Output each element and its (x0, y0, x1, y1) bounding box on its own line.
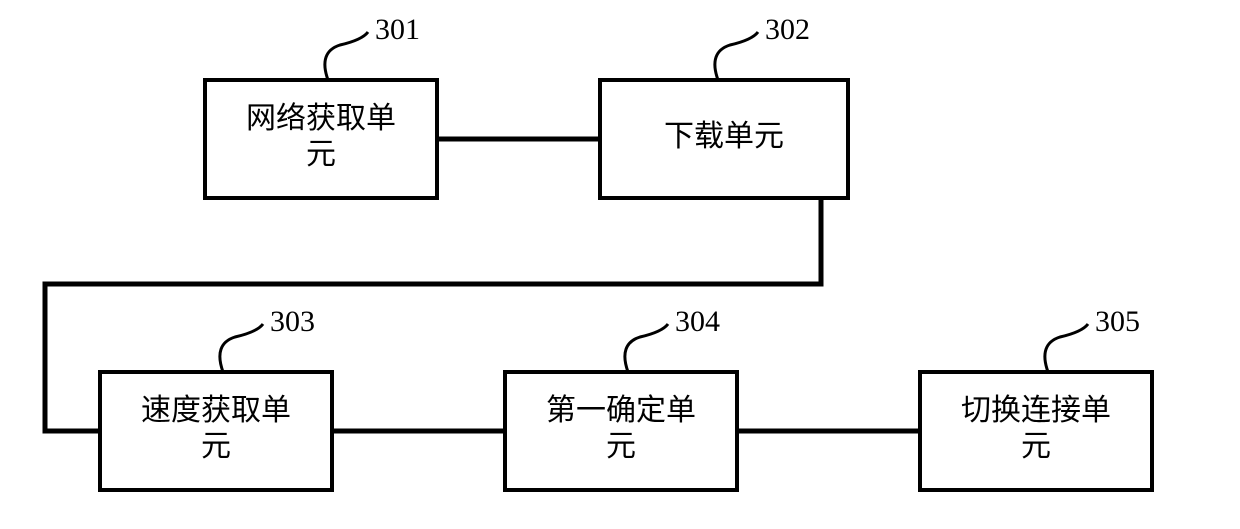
node-text-line: 速度获取单 (141, 394, 291, 427)
node-text-line: 元 (1021, 430, 1051, 463)
flow-diagram: 网络获取单元下载单元速度获取单元第一确定单元切换连接单元301302303304… (0, 0, 1240, 529)
callout-n304 (625, 324, 668, 372)
node-text-line: 元 (606, 430, 636, 463)
ref-label-n303: 303 (270, 305, 315, 338)
ref-label-n301: 301 (375, 13, 420, 46)
node-text-line: 第一确定单 (546, 394, 696, 427)
ref-label-n305: 305 (1095, 305, 1140, 338)
node-n304: 第一确定单元 (505, 372, 737, 490)
callout-n305 (1045, 324, 1088, 372)
node-text-line: 下载单元 (664, 120, 784, 153)
node-n305: 切换连接单元 (920, 372, 1152, 490)
ref-label-n302: 302 (765, 13, 810, 46)
node-text-line: 元 (306, 138, 336, 171)
node-text-line: 元 (201, 430, 231, 463)
node-n301: 网络获取单元 (205, 80, 437, 198)
callout-n303 (220, 324, 263, 372)
callout-n301 (325, 32, 368, 80)
node-n303: 速度获取单元 (100, 372, 332, 490)
node-text-line: 网络获取单 (246, 102, 396, 135)
callout-n302 (715, 32, 758, 80)
ref-label-n304: 304 (675, 305, 720, 338)
node-text-line: 切换连接单 (961, 394, 1111, 427)
node-n302: 下载单元 (600, 80, 848, 198)
